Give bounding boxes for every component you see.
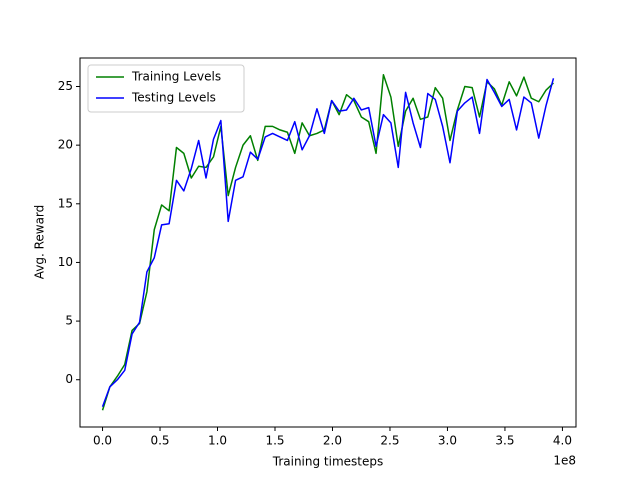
y-tick-label: 15 bbox=[58, 196, 73, 210]
x-axis-label: Training timesteps bbox=[272, 455, 383, 469]
x-tick-label: 1.0 bbox=[208, 434, 227, 448]
x-tick-label: 3.0 bbox=[438, 434, 457, 448]
y-tick-label: 10 bbox=[58, 255, 73, 269]
y-tick-label: 25 bbox=[58, 79, 73, 93]
x-tick-label: 1.5 bbox=[265, 434, 284, 448]
x-tick-label: 3.5 bbox=[495, 434, 514, 448]
y-tick-label: 5 bbox=[65, 314, 73, 328]
y-axis-label: Avg. Reward bbox=[33, 205, 47, 280]
legend-label: Testing Levels bbox=[131, 91, 216, 105]
legend-label: Training Levels bbox=[131, 70, 221, 84]
x-tick-label: 2.0 bbox=[323, 434, 342, 448]
series-line bbox=[101, 78, 555, 407]
x-tick-label: 2.5 bbox=[380, 434, 399, 448]
axes-frame bbox=[79, 57, 577, 428]
y-tick-label: 0 bbox=[65, 372, 73, 386]
x-offset-label: 1e8 bbox=[553, 454, 576, 468]
x-tick-label: 4.0 bbox=[553, 434, 572, 448]
legend-box bbox=[87, 64, 245, 113]
y-tick-label: 20 bbox=[58, 138, 73, 152]
x-tick-label: 0.5 bbox=[150, 434, 169, 448]
x-tick-label: 0.0 bbox=[93, 434, 112, 448]
